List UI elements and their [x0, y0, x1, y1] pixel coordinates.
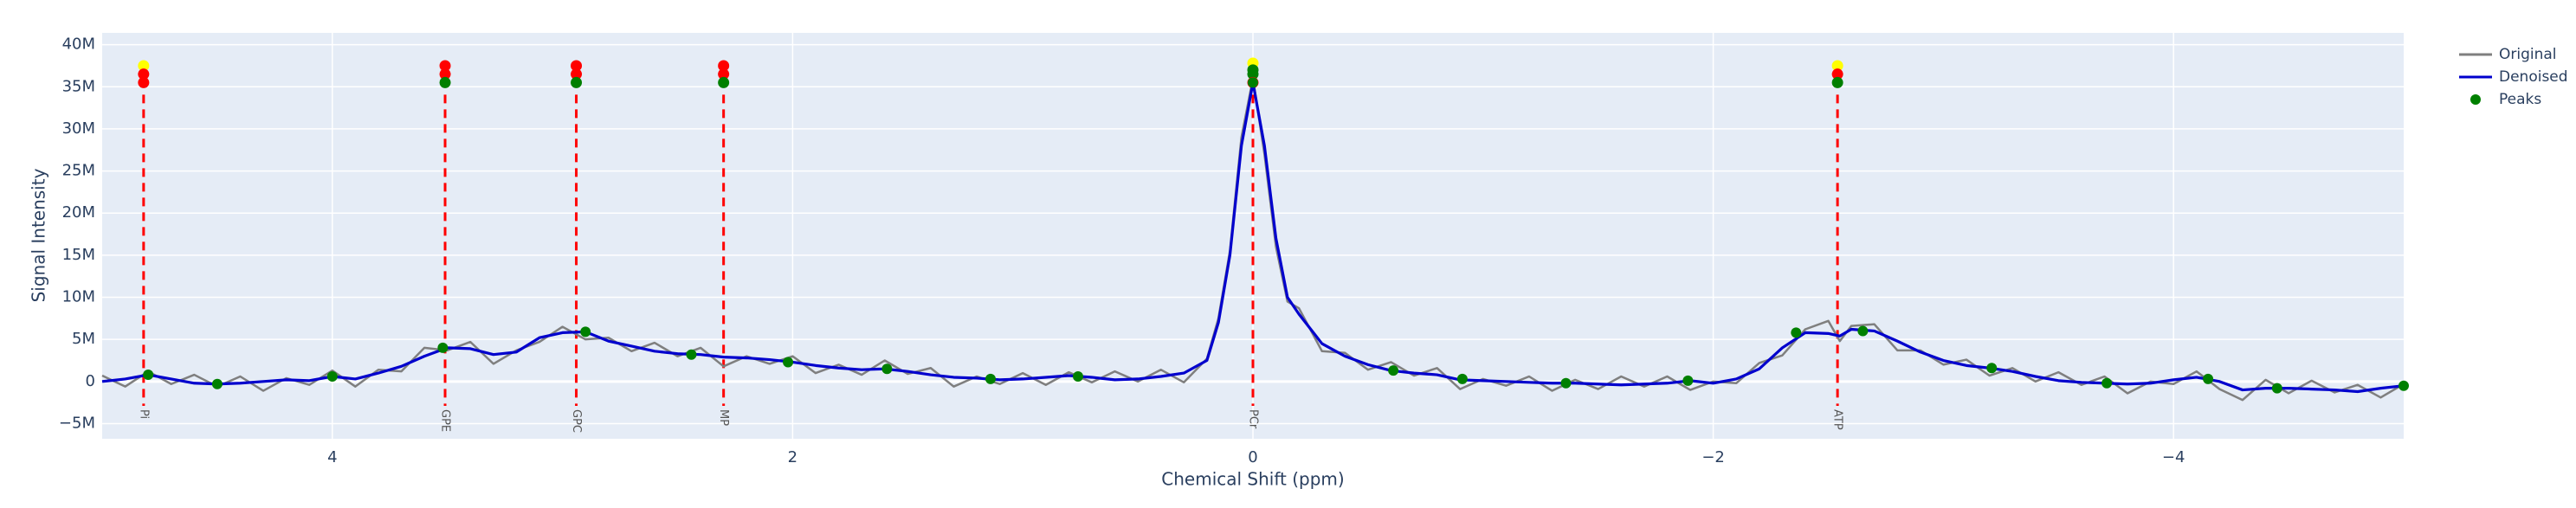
peak-point: [1560, 377, 1572, 389]
peak-marker: [718, 76, 730, 88]
y-axis-title: Signal Intensity: [29, 168, 49, 302]
peak-point: [2271, 383, 2282, 394]
x-axis-title: Chemical Shift (ppm): [1161, 469, 1344, 490]
y-tick-label: 40M: [62, 35, 95, 54]
peak-marker: [439, 76, 451, 88]
y-tick-label: 20M: [62, 203, 95, 222]
peak-point: [1388, 365, 1399, 376]
peak-marker: [138, 60, 150, 72]
peak-label: ATP: [1831, 409, 1844, 430]
y-tick-label: 30M: [62, 119, 95, 138]
series-line: [101, 80, 2405, 394]
peak-point: [143, 370, 154, 381]
peak-point: [437, 342, 449, 353]
peak-point: [1248, 77, 1258, 88]
peak-marker: [439, 68, 451, 80]
peak-marker: [439, 60, 451, 72]
y-tick-label: 25M: [62, 162, 95, 180]
legend: Original Denoised Peaks: [2459, 46, 2568, 108]
peak-label: GPE: [439, 409, 452, 432]
legend-label: Original: [2499, 46, 2557, 63]
peak-point: [985, 373, 996, 384]
x-tick-label: 2: [788, 448, 797, 466]
legend-label: Denoised: [2499, 68, 2568, 86]
peak-point: [326, 370, 338, 382]
peak-point: [2398, 380, 2409, 391]
peak-label: Pi: [137, 409, 150, 419]
y-tick-label: 10M: [62, 288, 95, 306]
peak-marker: [718, 60, 730, 72]
peak-point: [1456, 373, 1468, 384]
y-tick-label: −5M: [59, 414, 95, 432]
peak-label: PCr: [1247, 409, 1260, 429]
peak-point: [1857, 325, 1869, 337]
peak-point: [580, 326, 591, 338]
peak-marker: [718, 68, 730, 80]
x-tick-label: 0: [1248, 448, 1257, 466]
peak-marker: [571, 60, 583, 72]
peak-point: [1682, 375, 1694, 386]
x-tick-label: 4: [327, 448, 337, 466]
peak-point: [1072, 370, 1083, 382]
peak-point: [2101, 377, 2113, 389]
y-tick-label: 5M: [72, 330, 95, 348]
y-tick-label: 0: [86, 372, 95, 390]
plot-area: Pi GPE GPC MP PCr ATP: [101, 57, 2409, 433]
peak-marker: [138, 68, 150, 80]
legend-label: Peaks: [2499, 91, 2541, 108]
axes: −5M 0 5M 10M 15M 20M 25M 30M 35M 40M 4 2 0 −2 −4: [59, 35, 2185, 466]
peak-label: MP: [717, 409, 730, 426]
peak-point: [2203, 373, 2214, 384]
legend-marker: [2470, 94, 2481, 105]
y-tick-label: 15M: [62, 246, 95, 264]
peak-label: GPC: [570, 409, 583, 433]
y-tick-label: 35M: [62, 77, 95, 95]
peak-point: [783, 357, 794, 368]
peak-point: [211, 378, 223, 389]
peak-point: [686, 349, 697, 360]
x-tick-label: −4: [2162, 448, 2185, 466]
peak-point: [881, 363, 893, 375]
peak-marker: [1831, 68, 1843, 80]
peak-marker: [571, 76, 583, 88]
peak-marker: [138, 76, 150, 88]
x-tick-label: −2: [1701, 448, 1725, 466]
peak-point: [1986, 363, 1998, 374]
peak-marker: [1831, 60, 1843, 72]
peak-point: [1791, 327, 1802, 338]
peak-marker: [1247, 68, 1259, 80]
peak-marker: [1831, 76, 1843, 88]
peak-marker: [571, 68, 583, 80]
